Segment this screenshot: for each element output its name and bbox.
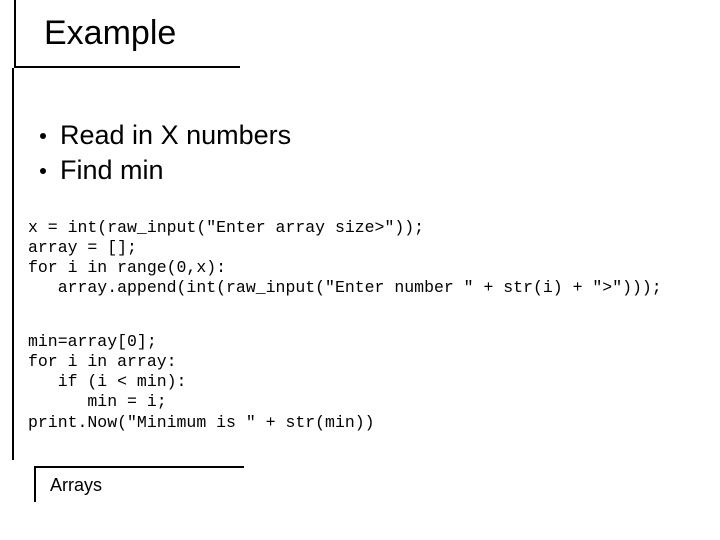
- bullet-dot-icon: [40, 133, 46, 139]
- code-block-1: x = int(raw_input("Enter array size>"));…: [28, 218, 662, 299]
- bullet-list: Read in X numbers Find min: [40, 120, 291, 190]
- bullet-text: Read in X numbers: [60, 120, 291, 151]
- title-box: Example: [14, 0, 240, 68]
- bullet-dot-icon: [40, 168, 46, 174]
- bullet-item: Read in X numbers: [40, 120, 291, 151]
- left-rule: [12, 68, 14, 460]
- bullet-item: Find min: [40, 155, 291, 186]
- code-block-2: min=array[0]; for i in array: if (i < mi…: [28, 332, 375, 433]
- slide-title: Example: [44, 14, 176, 53]
- footer-label: Arrays: [50, 475, 102, 496]
- footer-box: Arrays: [34, 466, 244, 502]
- bullet-text: Find min: [60, 155, 164, 186]
